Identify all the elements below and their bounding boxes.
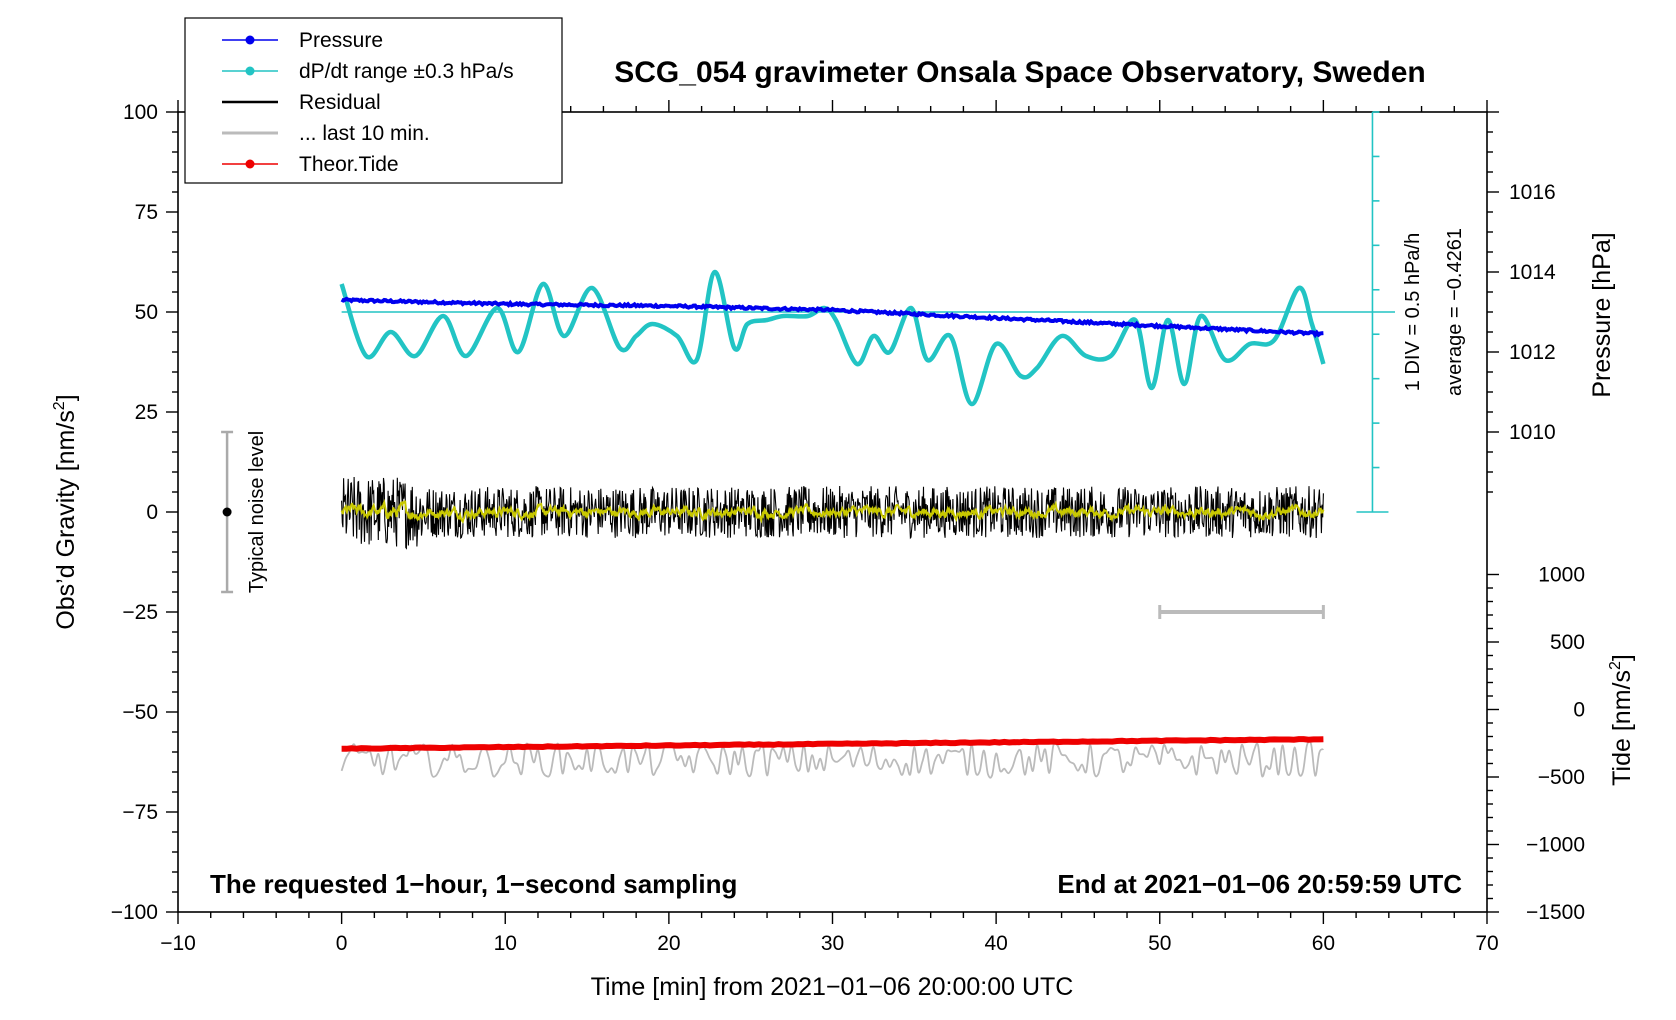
x-tick-label: 70 [1475, 932, 1498, 955]
legend-label: Residual [299, 91, 381, 114]
x-axis-title: Time [min] from 2021−01−06 20:00:00 UTC [591, 973, 1074, 1001]
dpdt-scale-bar [1356, 111, 1389, 513]
y-tick-label: −25 [122, 601, 158, 624]
x-tick-label: 40 [984, 932, 1007, 955]
residual-series-line [341, 476, 1324, 550]
legend-dot [245, 159, 255, 169]
x-tick-label: 30 [821, 932, 844, 955]
last-10-min-series-line [340, 740, 1324, 779]
tide-tick-label: 1000 [1538, 564, 1585, 587]
pressure-series-line [340, 296, 1324, 339]
average-label: average = −0.4261 [1444, 228, 1466, 396]
tide-tick-label: 500 [1550, 631, 1585, 654]
tide-tick-label: 0 [1573, 699, 1585, 722]
pressure-axis-title: Pressure [hPa] [1588, 232, 1616, 397]
pressure-tick-label: 1016 [1509, 181, 1556, 204]
y-tick-label: −75 [122, 801, 158, 824]
y-tick-labels: −100 −75 −50 −25 0 25 50 75 100 [111, 101, 158, 924]
x-tick-label: 10 [494, 932, 517, 955]
pressure-tick-label: 1012 [1509, 341, 1556, 364]
pressure-tick-label: 1014 [1509, 261, 1556, 284]
tide-axis-title: Tide [nm/s2] [1607, 654, 1636, 786]
tide-tick-labels: −1500 −1000 −500 0 500 1000 [1526, 564, 1585, 925]
y-tick-label: 100 [123, 101, 158, 124]
end-time-note: End at 2021−01−06 20:59:59 UTC [1057, 869, 1462, 899]
residual-filtered-line [340, 498, 1325, 524]
scale-label: 1 DIV = 0.5 hPa/h [1402, 233, 1424, 391]
legend-label: ... last 10 min. [299, 122, 430, 145]
sampling-note: The requested 1−hour, 1−second sampling [210, 869, 737, 899]
x-tick-label: 0 [336, 932, 348, 955]
last-10-min-window-bar [1158, 605, 1325, 619]
typical-noise-bar [221, 430, 234, 594]
y-tick-label: 0 [146, 501, 158, 524]
y-tick-label: 50 [135, 301, 158, 324]
tide-tick-label: −500 [1538, 766, 1585, 789]
x-tick-label: 20 [657, 932, 680, 955]
y-tick-label: −100 [111, 901, 158, 924]
noise-bar-center-dot [222, 507, 232, 517]
chart-title: SCG_054 gravimeter Onsala Space Observat… [614, 56, 1426, 89]
legend-label: dP/dt range ±0.3 hPa/s [299, 60, 514, 83]
y-tick-label: 75 [135, 201, 158, 224]
noise-level-label: Typical noise level [246, 431, 268, 593]
legend: Pressure dP/dt range ±0.3 hPa/s Residual..… [184, 17, 563, 184]
legend-label: Theor.Tide [299, 153, 399, 176]
y-tick-label: 25 [135, 401, 158, 424]
tide-tick-label: −1500 [1526, 901, 1585, 924]
x-tick-label: 60 [1312, 932, 1335, 955]
x-tick-label: 50 [1148, 932, 1171, 955]
dpdt-series-line [339, 269, 1326, 407]
theor-tide-series-line [341, 736, 1324, 752]
legend-label: Pressure [299, 29, 383, 52]
tide-tick-label: −1000 [1526, 834, 1585, 857]
pressure-tick-label: 1010 [1509, 421, 1556, 444]
pressure-tick-labels: 1010 1012 1014 1016 [1509, 181, 1556, 444]
legend-dot [245, 35, 255, 45]
x-tick-label: −10 [160, 932, 196, 955]
x-tick-labels: −10 0 10 20 30 40 50 60 70 [160, 932, 1498, 955]
legend-dot [245, 66, 255, 76]
legend-box [184, 17, 563, 184]
y-tick-label: −50 [122, 701, 158, 724]
left-axis-title: Obs’d Gravity [nm/s2] [51, 394, 80, 629]
